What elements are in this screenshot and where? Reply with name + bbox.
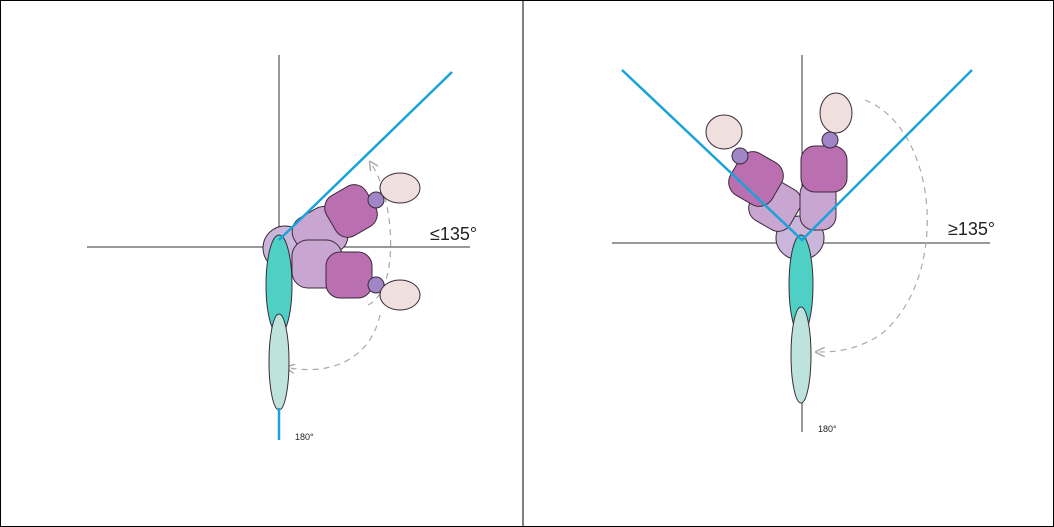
joint bbox=[367, 191, 385, 209]
angle-label: ≤135° bbox=[430, 224, 477, 244]
panel-right: ≥135° 180° bbox=[612, 55, 995, 434]
hand bbox=[379, 172, 421, 204]
body-lower bbox=[268, 313, 290, 411]
segment bbox=[800, 145, 848, 193]
hand bbox=[379, 279, 421, 311]
body-lower bbox=[790, 306, 812, 404]
angle-label: ≥135° bbox=[948, 219, 995, 239]
bottom-label: 180° bbox=[818, 424, 837, 434]
panel-left: ≤135° 180° bbox=[87, 55, 477, 442]
segment bbox=[325, 251, 373, 299]
arc-down bbox=[290, 314, 381, 370]
joint bbox=[367, 276, 385, 294]
segment bbox=[728, 151, 784, 207]
arc bbox=[820, 99, 928, 352]
angle-line bbox=[621, 69, 973, 242]
arc-up bbox=[367, 165, 392, 306]
angle-line bbox=[278, 71, 453, 241]
hand bbox=[819, 92, 853, 134]
bottom-label: 180° bbox=[295, 432, 314, 442]
hand bbox=[705, 114, 743, 150]
joint bbox=[821, 131, 839, 149]
joint bbox=[731, 147, 749, 165]
